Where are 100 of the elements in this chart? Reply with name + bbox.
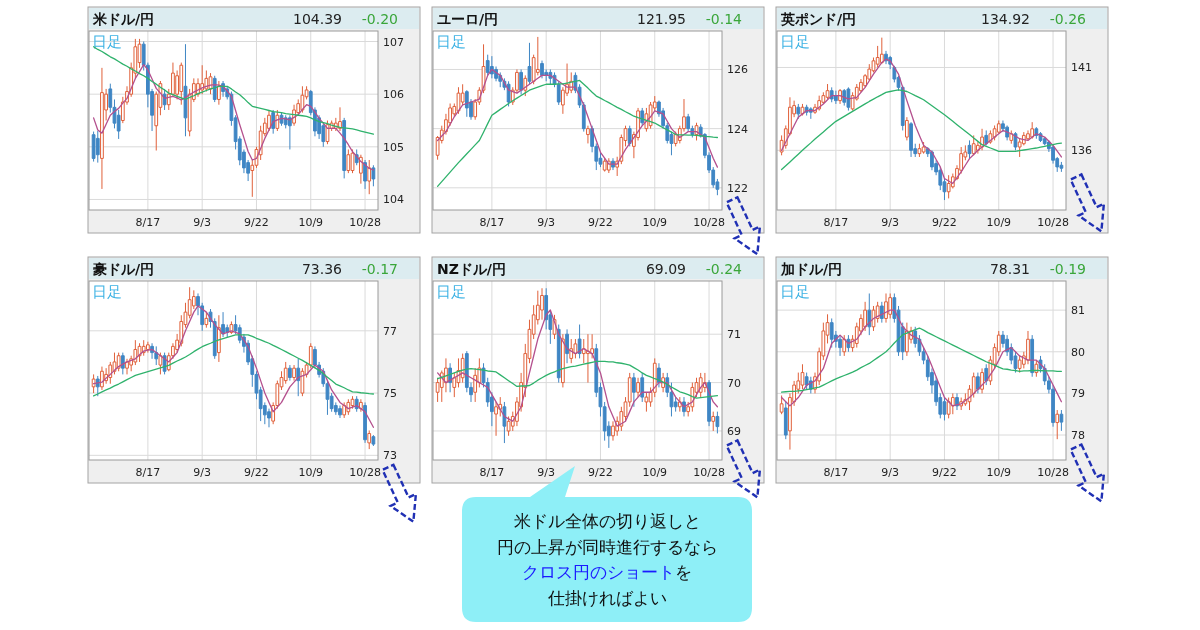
candlestick [267,109,271,132]
candlestick [976,372,980,394]
candlestick [217,80,221,106]
candlestick [288,364,292,382]
candlestick [1017,355,1022,374]
line-series [780,327,1063,393]
x-tick-label: 10/9 [642,216,668,229]
candlestick [363,401,367,444]
line-series [92,305,375,428]
candlestick [863,301,867,332]
candlestick [942,397,947,421]
x-tick-label: 8/17 [135,216,161,229]
x-tick-label: 10/9 [986,216,1012,229]
candlestick [100,67,104,190]
chart-title: 英ポンド/円 [780,11,857,27]
y-tick-label: 71 [727,328,741,342]
candlestick [586,125,590,144]
candlestick [846,86,851,112]
candlestick [200,64,205,95]
candlestick [342,117,347,179]
annotation: 日足 [780,283,810,301]
candlestick [288,114,292,150]
text: 円の上昇が同時進行するなら [496,536,718,557]
candlestick [1009,129,1014,145]
text: 米ドル全体の切り返しと [513,511,701,531]
y-tick-label: 126 [727,63,748,77]
candlestick [100,366,104,391]
candlestick [367,159,372,195]
x-tick-label: 9/3 [537,216,556,229]
candlestick [636,377,640,398]
candlestick [158,352,163,375]
chart-subtitle: 134.92 [981,11,1030,27]
x-tick-label: 10/9 [642,466,668,479]
candlestick [879,37,884,65]
y-tick-label: 141 [1071,61,1092,75]
candlestick [1030,121,1035,140]
candlestick [292,364,296,382]
candlestick [946,174,951,199]
candlestick [950,392,955,415]
candlestick [905,322,909,357]
candlestick [1059,161,1064,173]
chart-title: ユーロ/円 [437,11,499,27]
x-tick-label: 9/22 [244,466,269,479]
candlestick [359,154,363,185]
candlestick [296,358,301,397]
candlestick [183,43,188,137]
chart-title: 米ドル/円 [92,11,155,27]
candlestick [363,159,367,190]
candlestick [204,69,209,93]
candlestick [275,109,280,132]
y-tick-label: 78 [1071,429,1085,443]
chart-title: NZドル/円 [437,261,506,277]
line-series [436,68,719,168]
candlestick [602,157,607,173]
x-tick-label: 9/3 [881,216,900,229]
candlestick [556,324,561,384]
y-tick-label: 81 [1071,304,1085,318]
x-tick-label: 9/22 [932,466,957,479]
candlestick [867,292,872,336]
candlestick [921,141,926,155]
text: -0.17 [361,261,398,277]
y-tick-label: 104 [383,193,404,207]
candlestick [909,121,913,158]
candlestick [804,372,809,390]
candlestick [540,287,544,321]
line-series [780,309,1063,407]
annotation: 日足 [92,283,122,301]
x-tick-label: 10/28 [1037,216,1069,229]
candlestick [627,125,632,147]
candlestick [842,334,847,357]
x-tick-label: 10/28 [693,216,725,229]
candlestick [825,83,830,100]
candlestick [485,54,490,76]
candlestick [930,149,934,171]
candlestick [95,130,100,164]
chart-subtitle: 73.36 [301,261,343,277]
y-tick-label: 77 [383,324,397,338]
candlestick [221,311,225,338]
candlestick [611,420,615,442]
annotation: 日足 [92,33,122,51]
y-tick-label: 80 [1071,345,1085,359]
candlestick [494,401,498,437]
annotation: 日足 [780,33,810,51]
candlestick [1030,334,1035,378]
x-tick-label: 8/17 [479,216,505,229]
candlestick [371,434,376,447]
line-series [436,309,719,427]
x-tick-label: 10/28 [349,216,381,229]
candlestick [796,103,801,120]
chart-title: 加ドル/円 [780,261,843,277]
candlestick [715,411,720,434]
candlestick [540,60,544,79]
line-series [780,58,1063,185]
chart-subtitle: 104.39 [293,11,342,27]
candlestick [569,338,574,364]
text: -0.14 [705,11,743,27]
candlestick [217,314,221,363]
x-tick-label: 10/28 [1037,466,1069,479]
text: -0.26 [1049,11,1087,27]
x-tick-label: 8/17 [823,216,849,229]
